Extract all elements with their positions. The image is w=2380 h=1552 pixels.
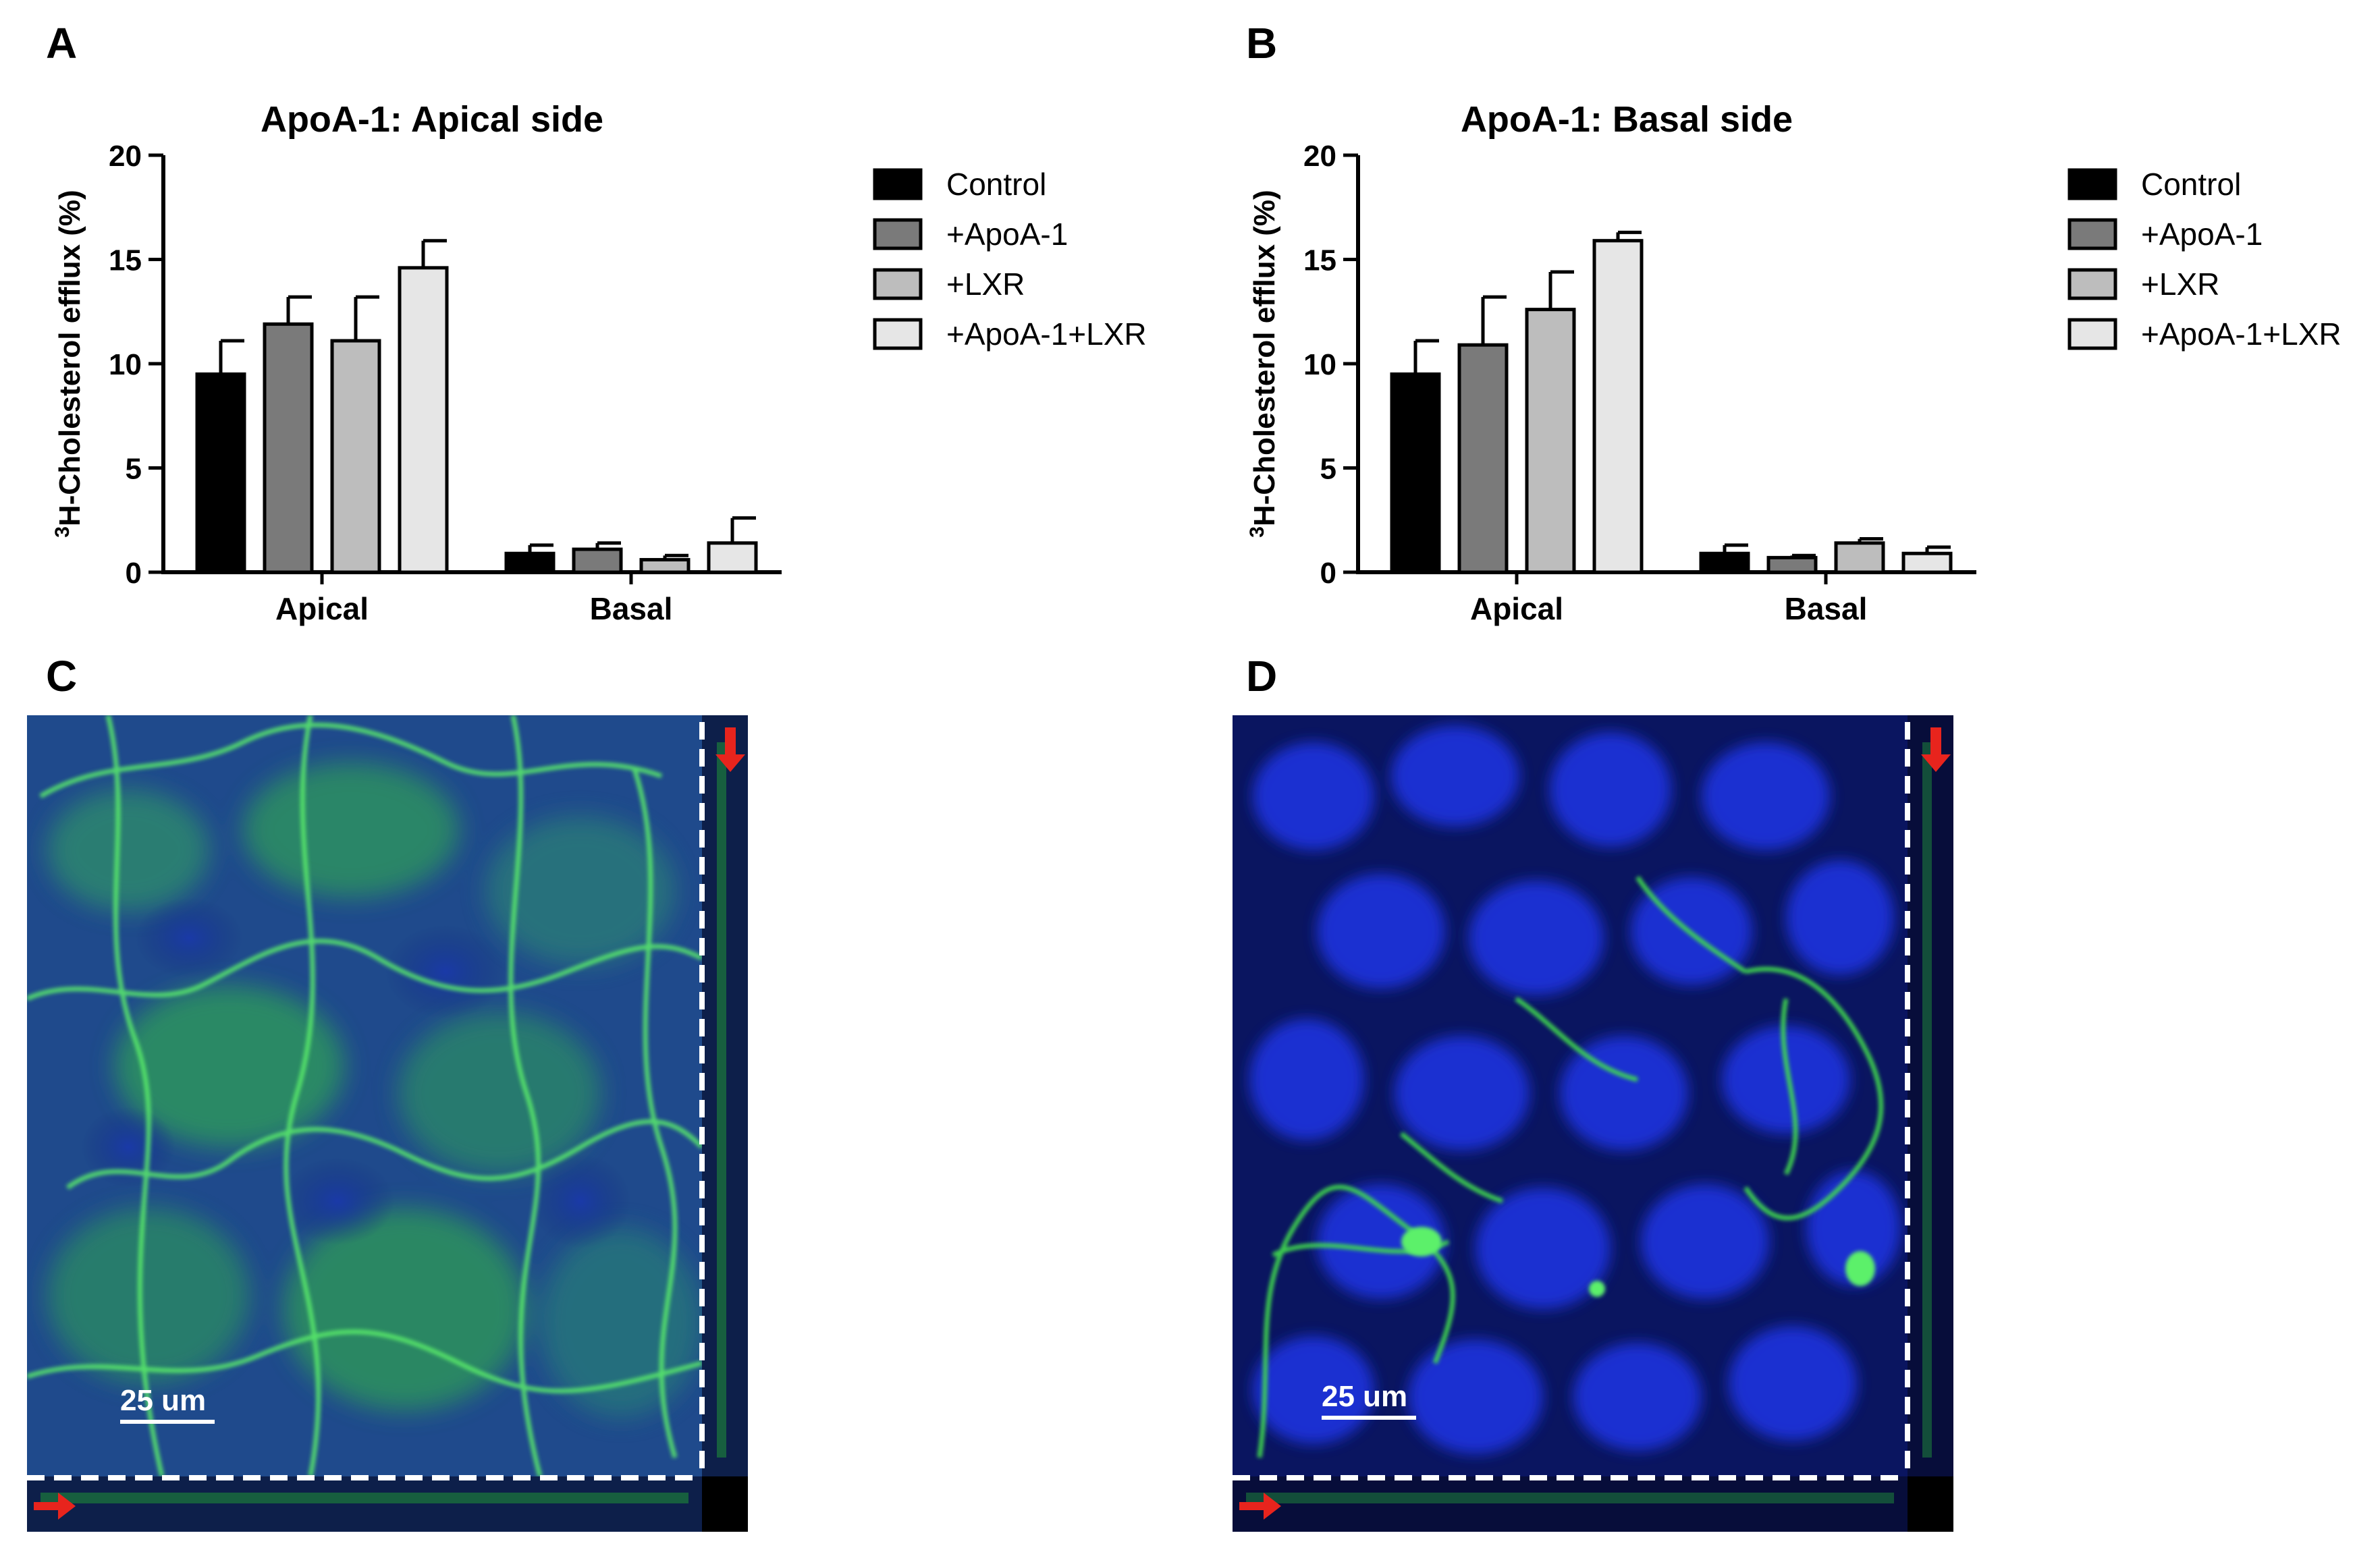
y-tick-label: 5 (126, 453, 142, 486)
x-tick-label: Apical (1470, 591, 1563, 626)
panel-label-c: C (46, 652, 78, 700)
y-tick-label: 0 (1320, 557, 1336, 590)
bar-apoa-1-lxr-apical (398, 266, 449, 574)
scale-label: 25 um (1322, 1380, 1408, 1413)
y-tick-label: 15 (109, 244, 142, 277)
panel-label-a: A (46, 19, 78, 67)
confocal-image (27, 715, 748, 1532)
legend-label: +ApoA-1+LXR (946, 316, 1147, 352)
bar-chart-basal-side: ApoA-1: Basal side 3H-Cholesterol efflux … (1246, 99, 2342, 626)
y-axis-label-superscript: 3 (51, 526, 74, 538)
y-tick-label: 10 (1303, 348, 1336, 381)
y-tick-label: 20 (1303, 140, 1336, 173)
bar-apoa-1-lxr-basal (1901, 551, 1953, 574)
scale-bar-c: 25 um (120, 1384, 215, 1424)
legend-swatch (2067, 318, 2117, 350)
scale-bar-d: 25 um (1322, 1380, 1416, 1420)
legend-swatch (2067, 268, 2117, 300)
bar-apoa-1-apical (263, 322, 314, 574)
y-axis-label: 3H-Cholesterol efflux (%) (1246, 190, 1281, 537)
bar-lxr-apical (1525, 308, 1576, 574)
bar-chart-apical-side: ApoA-1: Apical side 3H-Cholesterol efflux… (51, 99, 1147, 626)
legend-label: Control (2141, 167, 2241, 202)
legend-swatch (873, 168, 923, 200)
legend-swatch (873, 268, 923, 300)
chart-title: ApoA-1: Apical side (261, 99, 603, 140)
chart-title: ApoA-1: Basal side (1461, 99, 1793, 140)
x-tick-label: Basal (590, 591, 673, 626)
panel-label-b: B (1246, 19, 1278, 67)
bar-lxr-basal (1834, 541, 1885, 574)
legend-label: +LXR (2141, 267, 2219, 302)
x-tick-label: Apical (275, 591, 369, 626)
bar-apoa-1-basal (572, 547, 623, 574)
bar-apoa-1-lxr-basal (707, 541, 758, 574)
bar-control-apical (1390, 372, 1441, 574)
legend-label: Control (946, 167, 1046, 202)
legend-label: +ApoA-1+LXR (2141, 316, 2342, 352)
legend-swatch (2067, 168, 2117, 200)
y-axis-label-superscript: 3 (1246, 526, 1268, 538)
legend-swatch (2067, 218, 2117, 250)
y-tick-label: 0 (126, 557, 142, 590)
legend-label: +LXR (946, 267, 1025, 302)
bar-apoa-1-lxr-apical (1592, 239, 1644, 574)
bar-lxr-basal (639, 557, 691, 574)
legend-swatch (873, 218, 923, 250)
y-tick-label: 10 (109, 348, 142, 381)
legend-label: +ApoA-1 (946, 217, 1068, 252)
scale-label: 25 um (120, 1384, 207, 1417)
bar-apoa-1-apical (1457, 343, 1509, 574)
legend-swatch (873, 318, 923, 350)
y-axis-label-text: H-Cholesterol efflux (%) (1248, 190, 1281, 526)
x-tick-label: Basal (1785, 591, 1868, 626)
panel-label-d: D (1246, 652, 1278, 700)
y-axis-label: 3H-Cholesterol efflux (%) (51, 190, 86, 537)
bar-control-basal (504, 551, 556, 574)
y-tick-label: 15 (1303, 244, 1336, 277)
bar-lxr-apical (330, 339, 381, 574)
y-axis-label-text: H-Cholesterol efflux (%) (53, 190, 86, 526)
y-tick-label: 20 (109, 140, 142, 173)
micrograph-c: 25 um (27, 715, 748, 1532)
bar-control-basal (1699, 551, 1750, 574)
y-tick-label: 5 (1320, 453, 1336, 486)
bar-apoa-1-basal (1766, 555, 1818, 574)
confocal-image (1233, 715, 1953, 1532)
bar-control-apical (195, 372, 246, 574)
micrograph-d: 25 um (1233, 715, 1953, 1532)
legend-label: +ApoA-1 (2141, 217, 2263, 252)
